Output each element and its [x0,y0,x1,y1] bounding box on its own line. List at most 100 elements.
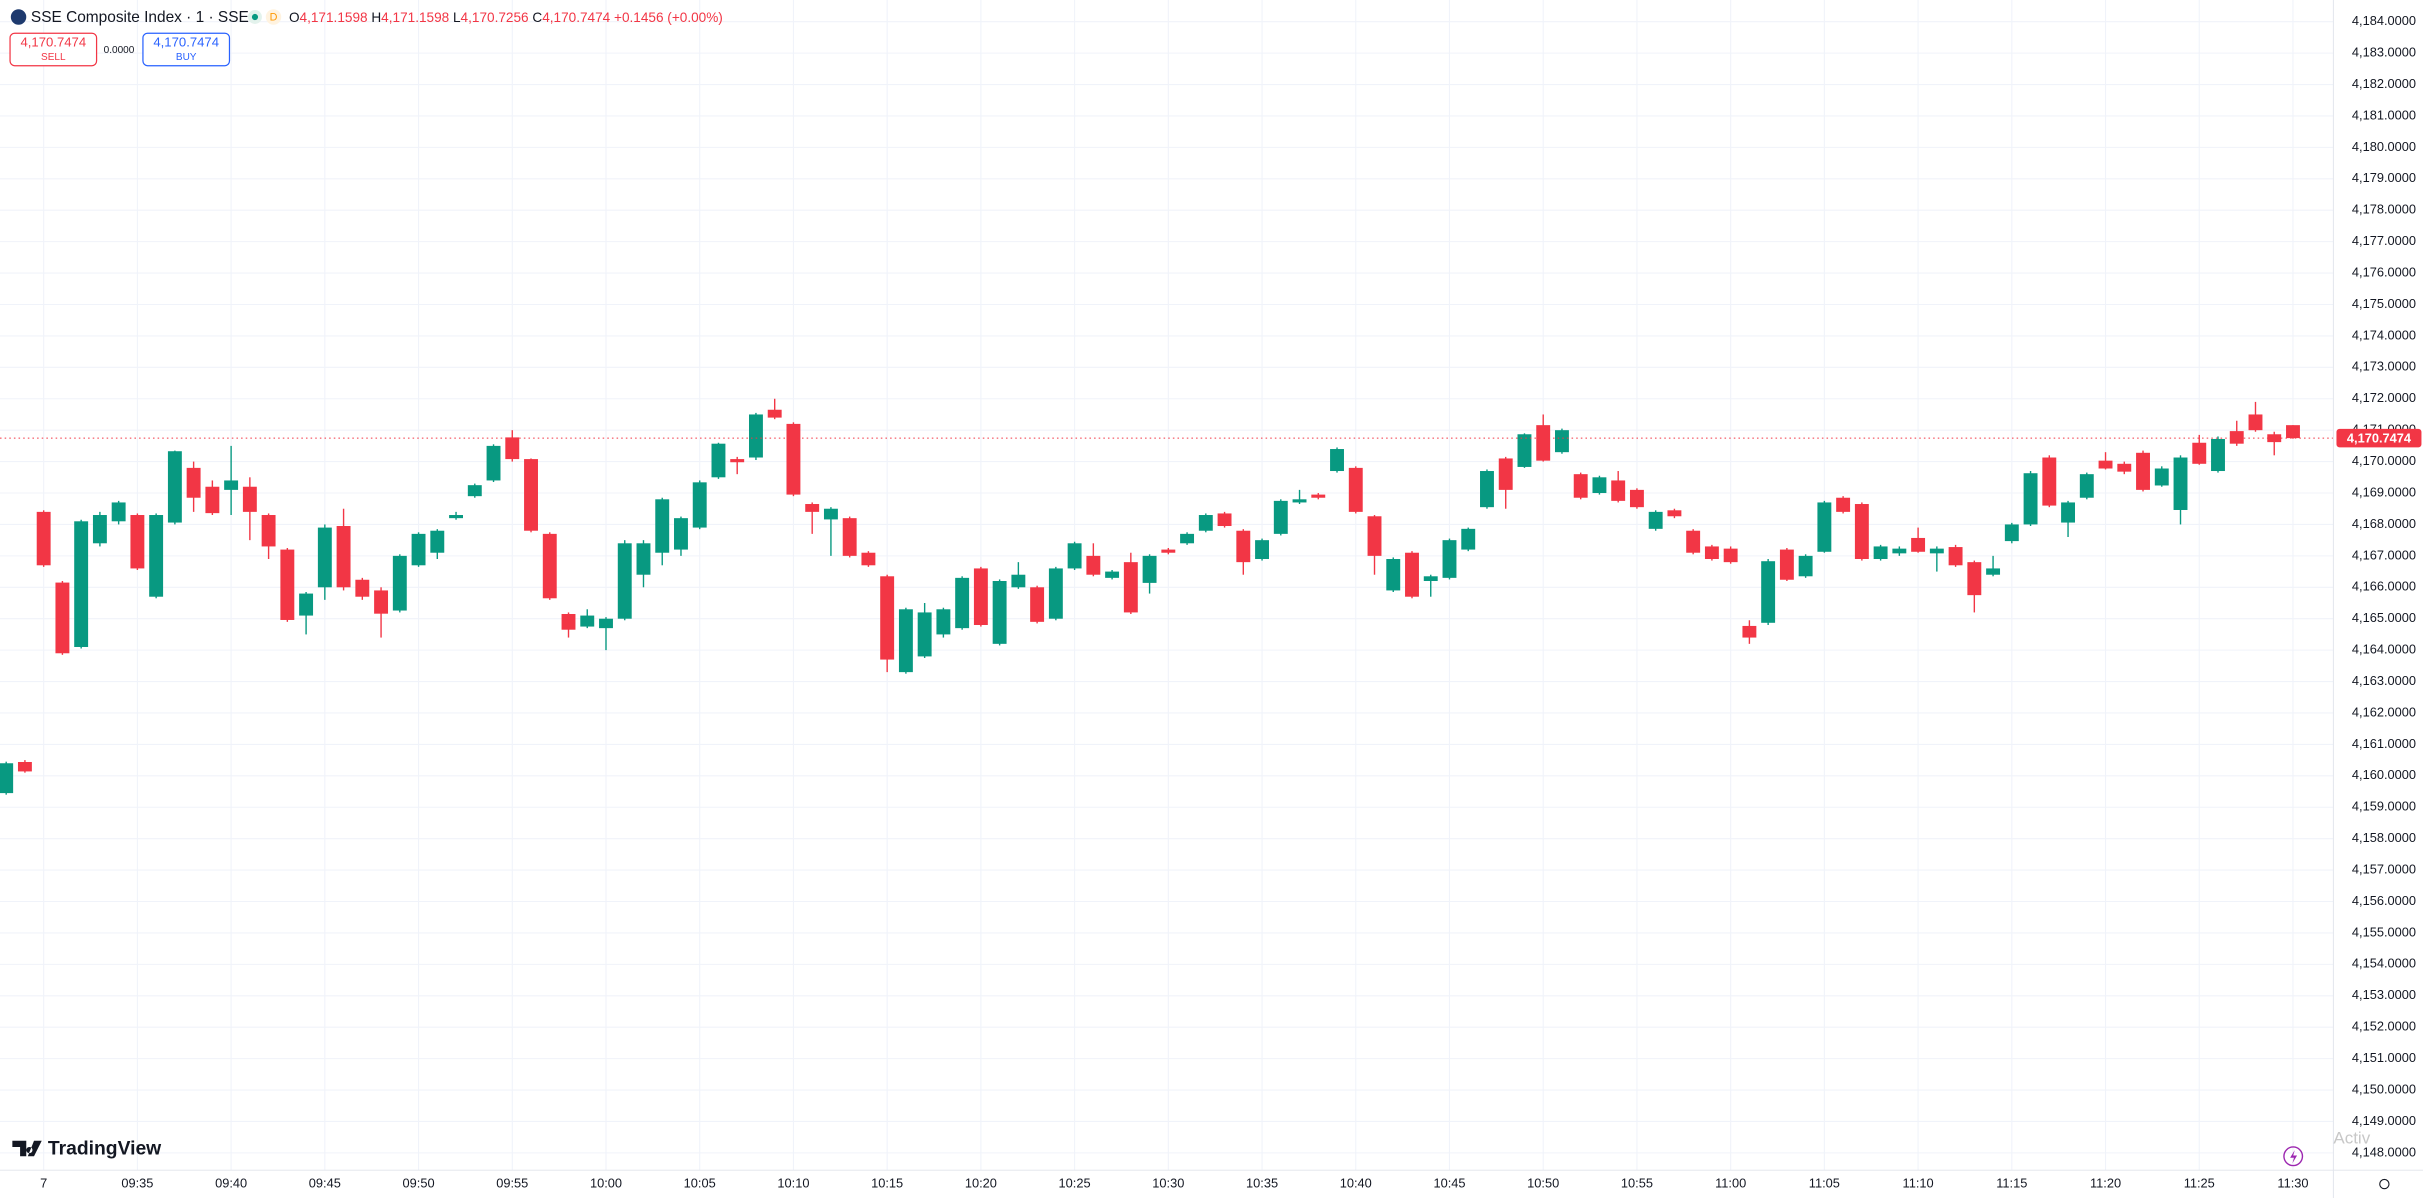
candle-body [205,486,220,514]
candle-body [17,761,32,772]
candle-body [2061,502,2076,523]
candles [0,398,2334,795]
candle-body [130,515,145,569]
y-tick-label: 4,156.0000 [2352,893,2416,908]
candle-body [167,451,182,523]
ohlc-key: L [453,9,461,24]
candle-body [1742,625,1757,638]
y-tick-label: 4,152.0000 [2352,1019,2416,1034]
candle-body [1236,530,1251,563]
candle-body [1105,571,1120,578]
candle-body [1498,458,1513,490]
candle-body [486,445,501,481]
buy-label: BUY [176,52,197,63]
candle-body [1986,568,2001,575]
x-tick-label: 10:10 [777,1175,809,1190]
candle-body [111,502,126,522]
y-tick-label: 4,176.0000 [2352,264,2416,279]
y-tick-label: 4,170.0000 [2352,453,2416,468]
grid [0,0,2334,1171]
candle-body [336,526,351,588]
ohlc-value: 4,170.7474 [542,9,610,24]
y-tick-label: 4,155.0000 [2352,924,2416,939]
candle-body [1461,528,1476,550]
y-tick-label: 4,164.0000 [2352,642,2416,657]
candle-body [2004,524,2019,542]
y-tick-label: 4,157.0000 [2352,861,2416,876]
candle-body [2117,463,2132,472]
candle-body [1611,480,1626,501]
ohlc-key: O [289,9,300,24]
status-dot-inner [251,13,259,21]
badge-text: D [270,12,278,24]
y-tick-label: 4,162.0000 [2352,704,2416,719]
candle-body [299,593,314,616]
y-tick-label: 4,181.0000 [2352,107,2416,122]
settings-button[interactable] [2379,1178,2390,1190]
y-tick-label: 4,173.0000 [2352,359,2416,374]
candle-body [2286,425,2300,439]
candle-body [1386,559,1401,591]
candle-body [1779,549,1794,580]
y-tick-label: 4,177.0000 [2352,233,2416,248]
candle-body [2267,434,2282,443]
sell-button[interactable] [9,32,98,67]
change: +0.1456 (+0.00%) [614,9,723,24]
x-tick-label: 11:00 [1715,1175,1746,1190]
candle-body [2173,457,2188,510]
x-tick-label: 10:15 [871,1175,903,1190]
candle-body [674,518,688,550]
candle-body [1311,494,1326,498]
candle-body [355,579,370,597]
y-tick-label: 4,159.0000 [2352,799,2416,814]
candle-body [1067,543,1082,569]
candle-body [1217,513,1232,527]
candle-body [1836,497,1851,512]
buy-button[interactable] [142,32,231,67]
candle-body [1911,537,1926,552]
sell-price: 4,170.7474 [20,35,86,50]
buy-price: 4,170.7474 [153,35,219,50]
candle-body [92,515,107,544]
candle-body [2136,452,2150,490]
candle-body [411,533,426,566]
y-tick-label: 4,169.0000 [2352,484,2416,499]
candle-body [1180,533,1195,544]
lightning-button[interactable] [2283,1146,2304,1167]
y-tick-label: 4,174.0000 [2352,327,2416,342]
x-tick-label: 10:40 [1340,1175,1372,1190]
candle-body [1592,477,1607,494]
candle-body [55,582,70,654]
y-tick-label: 4,154.0000 [2352,956,2416,971]
candle-body [2211,438,2225,472]
y-tick-label: 4,175.0000 [2352,296,2416,311]
ohlc-value: 4,170.7256 [461,9,529,24]
y-tick-label: 4,150.0000 [2352,1081,2416,1096]
candle-body [1255,540,1269,560]
candle-body [1348,467,1363,512]
watermark: Activ [2333,1129,2370,1148]
candle-body [1330,449,1344,472]
y-tick-label: 4,178.0000 [2352,202,2416,217]
x-tick-label: 10:45 [1433,1175,1465,1190]
candle-body [1517,434,1532,467]
candle-body [1086,555,1101,575]
candle-body [936,609,951,635]
y-tick-label: 4,151.0000 [2352,1050,2416,1065]
y-tick-label: 4,182.0000 [2352,76,2416,91]
candle-body [692,482,707,528]
candle-body [973,568,988,625]
candle-body [599,618,613,629]
candle-body [1873,546,1888,560]
candle-body [1667,510,1682,517]
x-tick-label: 11:15 [1996,1175,2027,1190]
candle-body [1817,502,1832,552]
candle-body [1423,576,1438,582]
candle-body [580,615,595,627]
x-tick-label: 09:50 [403,1175,435,1190]
sell-label: SELL [41,52,66,63]
candle-body [730,459,745,463]
x-tick-label: 09:35 [121,1175,153,1190]
candle-body [1761,561,1776,623]
brand: TradingView [48,1138,162,1159]
